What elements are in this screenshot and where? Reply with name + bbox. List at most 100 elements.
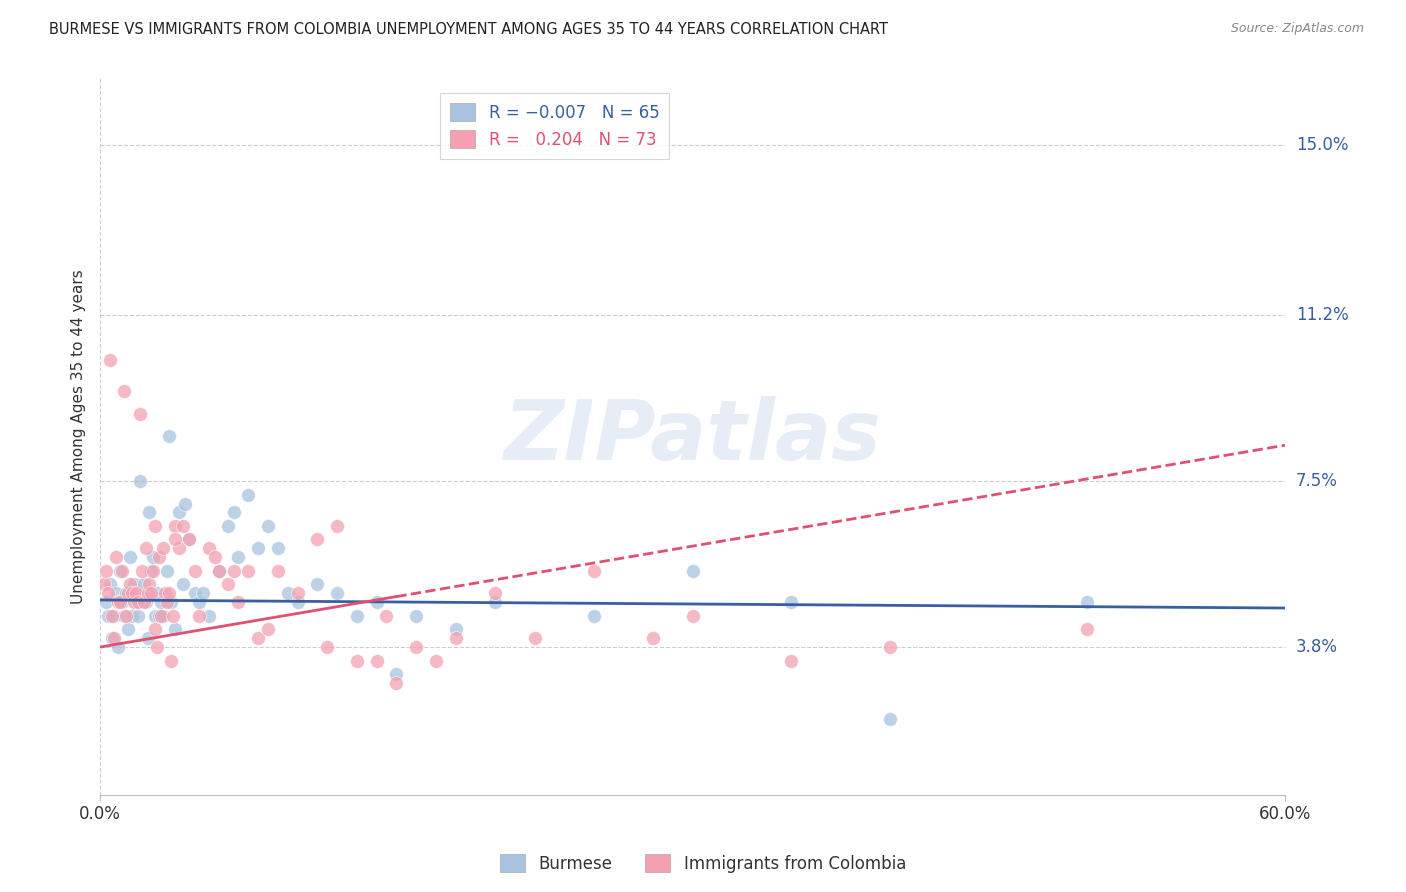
Point <box>247 631 270 645</box>
Point <box>156 595 179 609</box>
Point <box>218 577 240 591</box>
Y-axis label: Unemployment Among Ages 35 to 44 years: Unemployment Among Ages 35 to 44 years <box>72 268 86 604</box>
Point <box>122 577 145 591</box>
Point <box>184 586 207 600</box>
Point <box>277 586 299 600</box>
Point <box>98 577 121 591</box>
Point <box>165 519 187 533</box>
Point <box>121 586 143 600</box>
Point <box>157 429 180 443</box>
Point <box>117 586 139 600</box>
Point <box>247 541 270 556</box>
Point <box>145 519 167 533</box>
Point <box>107 595 129 609</box>
Point <box>405 640 427 654</box>
Legend: Burmese, Immigrants from Colombia: Burmese, Immigrants from Colombia <box>494 847 912 880</box>
Point <box>523 631 546 645</box>
Point <box>207 564 229 578</box>
Point <box>118 577 141 591</box>
Point <box>152 608 174 623</box>
Point <box>204 550 226 565</box>
Point <box>641 631 664 645</box>
Text: BURMESE VS IMMIGRANTS FROM COLOMBIA UNEMPLOYMENT AMONG AGES 35 TO 44 YEARS CORRE: BURMESE VS IMMIGRANTS FROM COLOMBIA UNEM… <box>49 22 889 37</box>
Point <box>444 631 467 645</box>
Point <box>879 640 901 654</box>
Point <box>138 577 160 591</box>
Point <box>682 564 704 578</box>
Point <box>307 577 329 591</box>
Point <box>108 564 131 578</box>
Text: Source: ZipAtlas.com: Source: ZipAtlas.com <box>1230 22 1364 36</box>
Point <box>484 586 506 600</box>
Point <box>582 608 605 623</box>
Point <box>228 595 250 609</box>
Point <box>124 595 146 609</box>
Point <box>104 586 127 600</box>
Point <box>135 541 157 556</box>
Point <box>682 608 704 623</box>
Point <box>94 564 117 578</box>
Text: 7.5%: 7.5% <box>1296 472 1339 490</box>
Point <box>111 564 134 578</box>
Point <box>138 506 160 520</box>
Point <box>174 496 197 510</box>
Point <box>177 533 200 547</box>
Point <box>184 564 207 578</box>
Point <box>187 608 209 623</box>
Point <box>108 595 131 609</box>
Point <box>177 533 200 547</box>
Point <box>150 608 173 623</box>
Point <box>131 564 153 578</box>
Point <box>1076 622 1098 636</box>
Legend: R = −0.007   N = 65, R =   0.204   N = 73: R = −0.007 N = 65, R = 0.204 N = 73 <box>440 93 669 159</box>
Point <box>114 608 136 623</box>
Point <box>118 550 141 565</box>
Point <box>146 586 169 600</box>
Point <box>142 564 165 578</box>
Point <box>326 519 349 533</box>
Point <box>127 608 149 623</box>
Point <box>1076 595 1098 609</box>
Point <box>172 577 194 591</box>
Point <box>150 595 173 609</box>
Point <box>107 640 129 654</box>
Point <box>101 631 124 645</box>
Point <box>385 667 408 681</box>
Point <box>101 608 124 623</box>
Point <box>117 622 139 636</box>
Point <box>780 595 803 609</box>
Point <box>160 595 183 609</box>
Point <box>405 608 427 623</box>
Point <box>191 586 214 600</box>
Point <box>135 595 157 609</box>
Point <box>121 608 143 623</box>
Text: 15.0%: 15.0% <box>1296 136 1348 153</box>
Text: 11.2%: 11.2% <box>1296 306 1348 324</box>
Point <box>257 519 280 533</box>
Point <box>160 653 183 667</box>
Point <box>146 640 169 654</box>
Point <box>97 608 120 623</box>
Point <box>207 564 229 578</box>
Point <box>124 586 146 600</box>
Point <box>375 608 398 623</box>
Point <box>444 622 467 636</box>
Point <box>162 608 184 623</box>
Point <box>187 595 209 609</box>
Point <box>148 550 170 565</box>
Point <box>97 586 120 600</box>
Point <box>94 595 117 609</box>
Point <box>167 506 190 520</box>
Point <box>326 586 349 600</box>
Point <box>141 586 163 600</box>
Point <box>238 487 260 501</box>
Point <box>228 550 250 565</box>
Point <box>152 541 174 556</box>
Point <box>484 595 506 609</box>
Point <box>132 577 155 591</box>
Point <box>267 541 290 556</box>
Point <box>165 533 187 547</box>
Point <box>316 640 339 654</box>
Point <box>224 506 246 520</box>
Point <box>128 407 150 421</box>
